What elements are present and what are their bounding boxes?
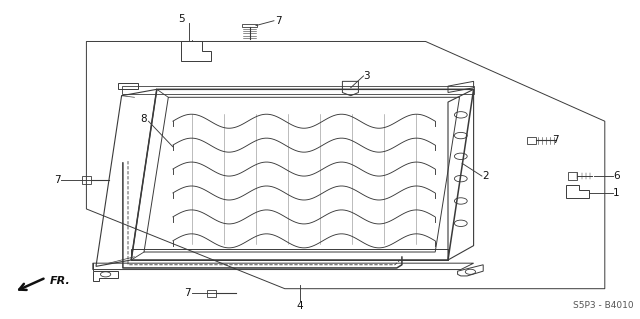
Text: 7: 7 <box>552 135 558 145</box>
Text: S5P3 - B4010: S5P3 - B4010 <box>573 301 634 310</box>
Text: 7: 7 <box>275 16 282 26</box>
Text: 2: 2 <box>482 171 488 181</box>
Text: FR.: FR. <box>50 276 70 286</box>
Text: 6: 6 <box>613 171 620 181</box>
Text: 4: 4 <box>296 300 303 311</box>
Text: 8: 8 <box>141 114 147 124</box>
Text: 7: 7 <box>184 288 191 299</box>
Text: 3: 3 <box>364 71 370 81</box>
Text: 7: 7 <box>54 175 61 185</box>
Text: 5: 5 <box>178 14 184 24</box>
Text: 1: 1 <box>613 188 620 198</box>
